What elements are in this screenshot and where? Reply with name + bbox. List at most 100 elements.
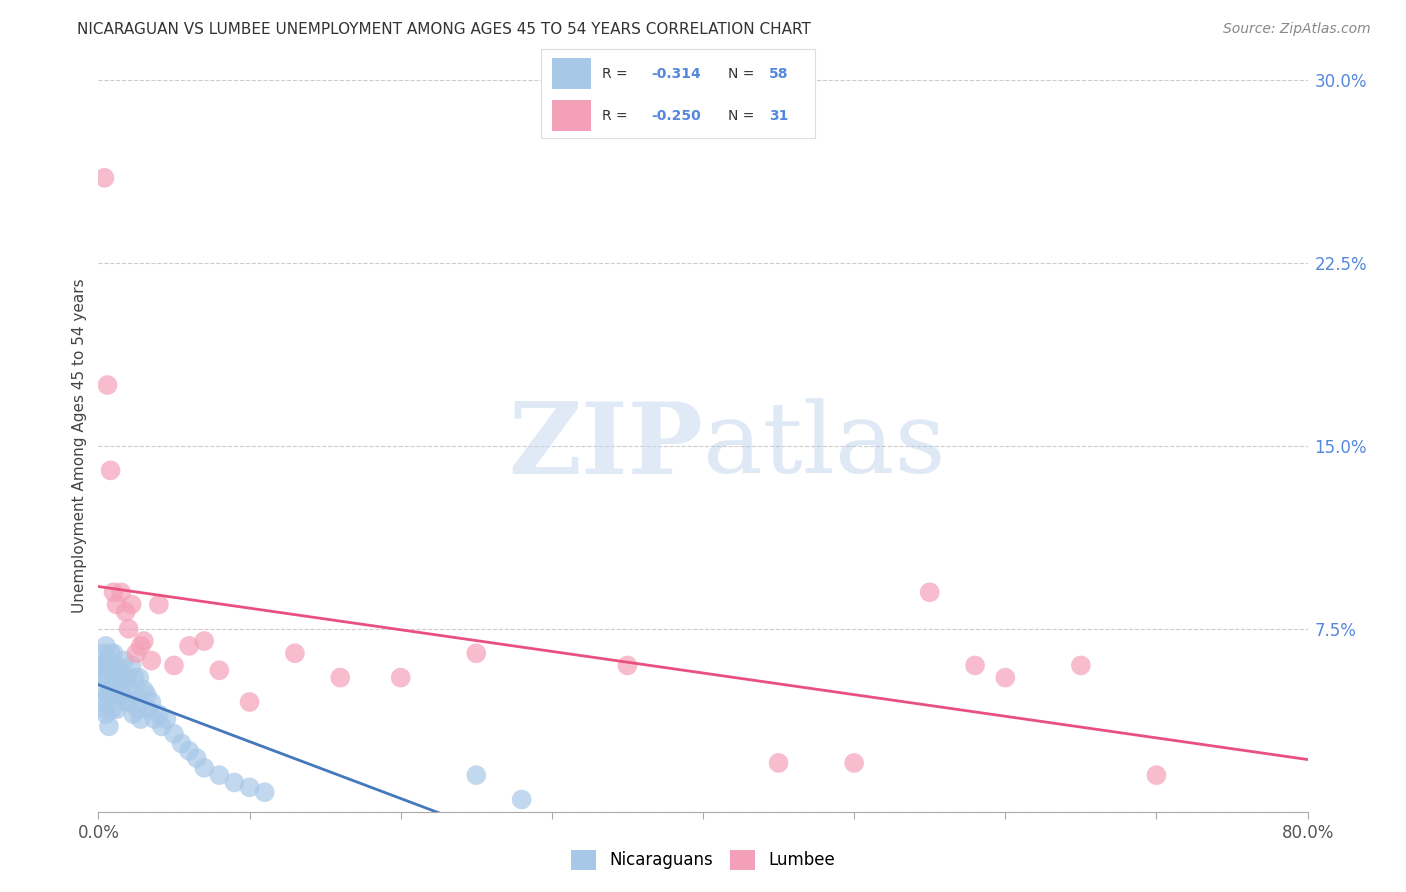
Point (179, 639, 201, 653)
Point (128, 671, 150, 685)
Point (208, 768, 231, 782)
Point (100, 463, 122, 477)
Point (127, 702, 149, 716)
Y-axis label: Unemployment Among Ages 45 to 54 years: Unemployment Among Ages 45 to 54 years (72, 278, 87, 614)
Point (105, 598, 128, 612)
Point (239, 780, 262, 795)
Point (90, 682, 112, 697)
Text: atlas: atlas (703, 398, 946, 494)
Point (329, 671, 352, 685)
Point (163, 727, 186, 741)
Point (110, 585, 132, 599)
Point (170, 736, 193, 750)
Point (148, 598, 170, 612)
Point (94, 639, 117, 653)
Point (108, 682, 131, 697)
Point (105, 658, 128, 673)
Point (150, 719, 173, 733)
Point (114, 695, 136, 709)
Point (510, 792, 533, 806)
Point (101, 663, 124, 677)
Point (129, 639, 152, 653)
Point (91, 695, 114, 709)
Point (224, 775, 246, 789)
Point (96, 378, 118, 392)
FancyBboxPatch shape (553, 58, 591, 89)
Point (918, 585, 941, 599)
Point (105, 702, 128, 716)
Point (965, 658, 987, 673)
Legend: Nicaraguans, Lumbee: Nicaraguans, Lumbee (564, 843, 842, 877)
Point (163, 658, 186, 673)
Point (1070, 658, 1092, 673)
Point (91, 646, 114, 660)
Point (122, 707, 145, 722)
Point (96, 688, 118, 702)
Point (93, 170, 115, 185)
Point (98, 719, 121, 733)
Point (129, 712, 152, 726)
Point (118, 682, 141, 697)
Point (114, 605, 136, 619)
Point (118, 622, 141, 636)
FancyBboxPatch shape (553, 100, 591, 131)
Point (994, 671, 1017, 685)
Point (112, 654, 135, 668)
Point (135, 688, 157, 702)
Text: N =: N = (728, 109, 758, 122)
Point (120, 695, 142, 709)
Point (179, 744, 201, 758)
Point (239, 695, 262, 709)
Point (186, 751, 208, 765)
Text: 58: 58 (769, 67, 789, 80)
Text: 31: 31 (769, 109, 789, 122)
Text: Source: ZipAtlas.com: Source: ZipAtlas.com (1223, 22, 1371, 37)
Point (253, 785, 276, 799)
Point (103, 646, 125, 660)
Point (124, 671, 146, 685)
Point (121, 598, 143, 612)
Point (110, 671, 132, 685)
Point (93, 663, 115, 677)
Point (98, 658, 121, 673)
Text: R =: R = (602, 67, 631, 80)
Point (93, 702, 115, 716)
Text: N =: N = (728, 67, 758, 80)
Point (103, 688, 125, 702)
Point (103, 585, 125, 599)
Point (100, 682, 122, 697)
Point (94, 671, 117, 685)
Point (155, 712, 177, 726)
Point (100, 646, 122, 660)
Text: -0.250: -0.250 (651, 109, 700, 122)
Point (1144, 768, 1167, 782)
Point (107, 663, 129, 677)
Point (616, 658, 638, 673)
Point (136, 702, 159, 716)
Point (148, 707, 170, 722)
Point (125, 688, 148, 702)
Text: R =: R = (602, 109, 631, 122)
Text: NICARAGUAN VS LUMBEE UNEMPLOYMENT AMONG AGES 45 TO 54 YEARS CORRELATION CHART: NICARAGUAN VS LUMBEE UNEMPLOYMENT AMONG … (77, 22, 811, 37)
Point (389, 671, 412, 685)
Point (208, 663, 231, 677)
Point (132, 634, 155, 648)
Text: ZIP: ZIP (508, 398, 703, 494)
Point (121, 658, 143, 673)
Point (465, 768, 488, 782)
Point (125, 646, 148, 660)
Point (132, 682, 155, 697)
Point (111, 688, 134, 702)
Point (844, 756, 866, 770)
Point (96, 654, 118, 668)
Point (94, 707, 117, 722)
Point (768, 756, 790, 770)
Point (193, 761, 215, 775)
Point (90, 671, 112, 685)
Point (193, 634, 215, 648)
Point (284, 646, 307, 660)
Point (141, 695, 163, 709)
Text: -0.314: -0.314 (651, 67, 700, 80)
Point (141, 654, 163, 668)
Point (89, 658, 111, 673)
